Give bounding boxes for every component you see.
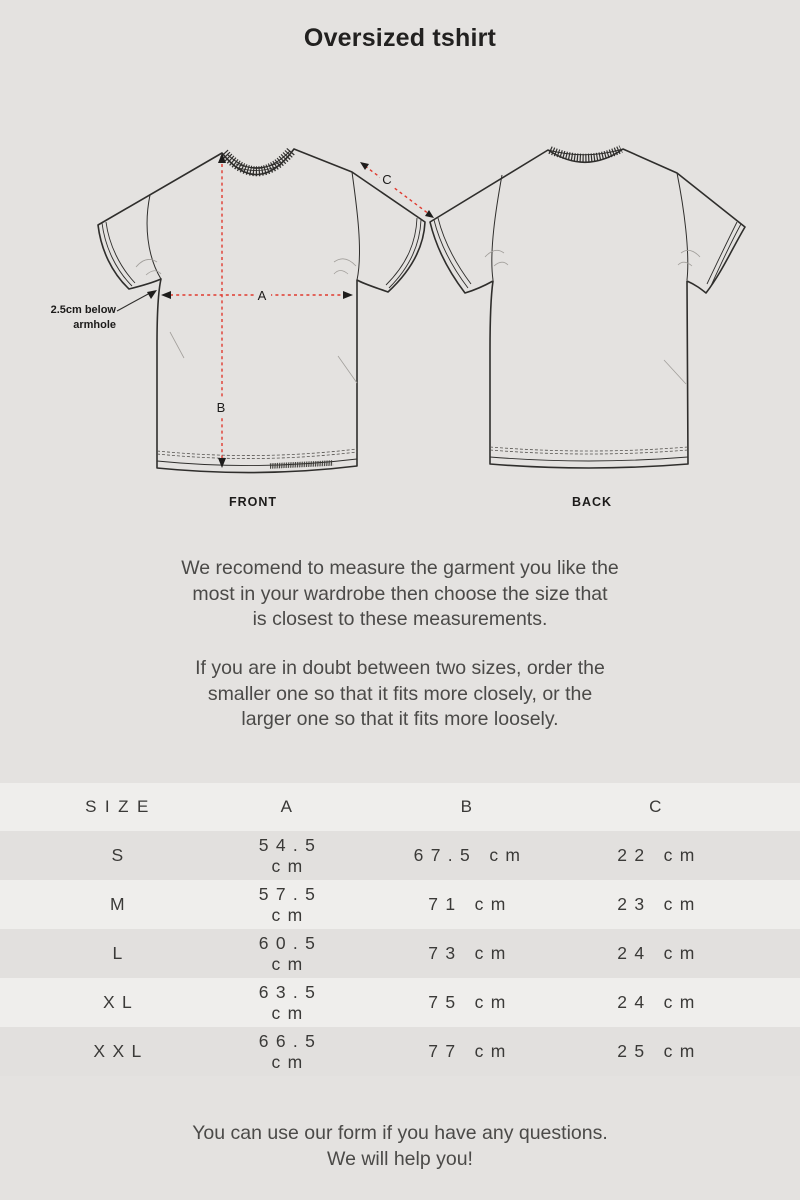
row-l-c: 24 cm — [617, 943, 702, 963]
footer-line2: We will help you! — [327, 1148, 473, 1170]
row-s-c: 22 cm — [617, 845, 702, 865]
back-view-label: BACK — [572, 495, 612, 509]
header-c: C — [649, 797, 670, 816]
row-s-b: 67.5 cm — [413, 845, 528, 865]
front-view-label: FRONT — [229, 495, 277, 509]
row-xl-size: XL — [102, 992, 140, 1012]
page-title: Oversized tshirt — [303, 24, 497, 52]
size-table: SIZE A B C S 54.5 cm 67.5 cm 22 cm M 57.… — [0, 783, 800, 1076]
row-xxl-b: 77 cm — [428, 1041, 513, 1061]
header-a: A — [280, 797, 301, 816]
table-row-l: L 60.5 cm 73 cm 24 cm — [0, 929, 800, 978]
row-m-a: 57.5 cm — [258, 883, 323, 925]
measure-c-label: C — [382, 172, 391, 187]
intro-paragraph-1: We recomend to measure the garment you l… — [0, 556, 800, 633]
measurement-line-b: B — [213, 153, 230, 468]
intro-p1-line1: We recomend to measure the garment you l… — [181, 557, 619, 579]
armhole-note-line2: armhole — [73, 319, 116, 331]
tshirt-front-drawing — [97, 146, 426, 474]
row-l-size: L — [112, 943, 130, 963]
header-size: SIZE — [85, 797, 157, 816]
armhole-note-line1: 2.5cm below — [51, 304, 117, 316]
tshirt-back-drawing — [429, 145, 746, 469]
intro-p1-line3: is closest to these measurements. — [252, 608, 548, 630]
row-l-a: 60.5 cm — [258, 932, 323, 974]
row-xl-b: 75 cm — [428, 992, 513, 1012]
row-xl-a: 63.5 cm — [258, 981, 323, 1023]
size-table-header-row: SIZE A B C — [0, 783, 800, 831]
row-s-a: 54.5 cm — [258, 834, 323, 876]
intro-p2-line1: If you are in doubt between two sizes, o… — [195, 657, 605, 679]
row-xxl-c: 25 cm — [617, 1041, 702, 1061]
header-b: B — [460, 797, 481, 816]
footer-line1: You can use our form if you have any que… — [192, 1122, 608, 1144]
measure-a-label: A — [258, 288, 267, 303]
row-m-c: 23 cm — [617, 894, 702, 914]
table-row-s: S 54.5 cm 67.5 cm 22 cm — [0, 831, 800, 880]
row-s-size: S — [111, 845, 131, 865]
row-xxl-size: XXL — [93, 1041, 149, 1061]
armhole-callout: 2.5cm below armhole — [51, 290, 157, 331]
intro-paragraph-2: If you are in doubt between two sizes, o… — [0, 656, 800, 733]
row-l-b: 73 cm — [428, 943, 513, 963]
row-xxl-a: 66.5 cm — [258, 1030, 323, 1072]
intro-p2-line3: larger one so that it fits more loosely. — [241, 708, 559, 730]
measure-b-label: B — [217, 400, 226, 415]
intro-p1-line2: most in your wardrobe then choose the si… — [192, 582, 608, 605]
size-guide-diagram: B A C 2.5cm below armhole FRONT BACK — [51, 145, 746, 509]
table-row-m: M 57.5 cm 71 cm 23 cm — [0, 880, 800, 929]
table-row-xl: XL 63.5 cm 75 cm 24 cm — [0, 978, 800, 1027]
measurement-line-a: A — [161, 287, 353, 303]
row-m-size: M — [110, 894, 132, 914]
row-xl-c: 24 cm — [617, 992, 702, 1012]
row-m-b: 71 cm — [428, 894, 513, 914]
footer-note: You can use our form if you have any que… — [0, 1120, 800, 1172]
measurement-line-c: C — [360, 162, 434, 218]
intro-p2-line2: smaller one so that it fits more closely… — [207, 682, 593, 705]
table-row-xxl: XXL 66.5 cm 77 cm 25 cm — [0, 1027, 800, 1076]
